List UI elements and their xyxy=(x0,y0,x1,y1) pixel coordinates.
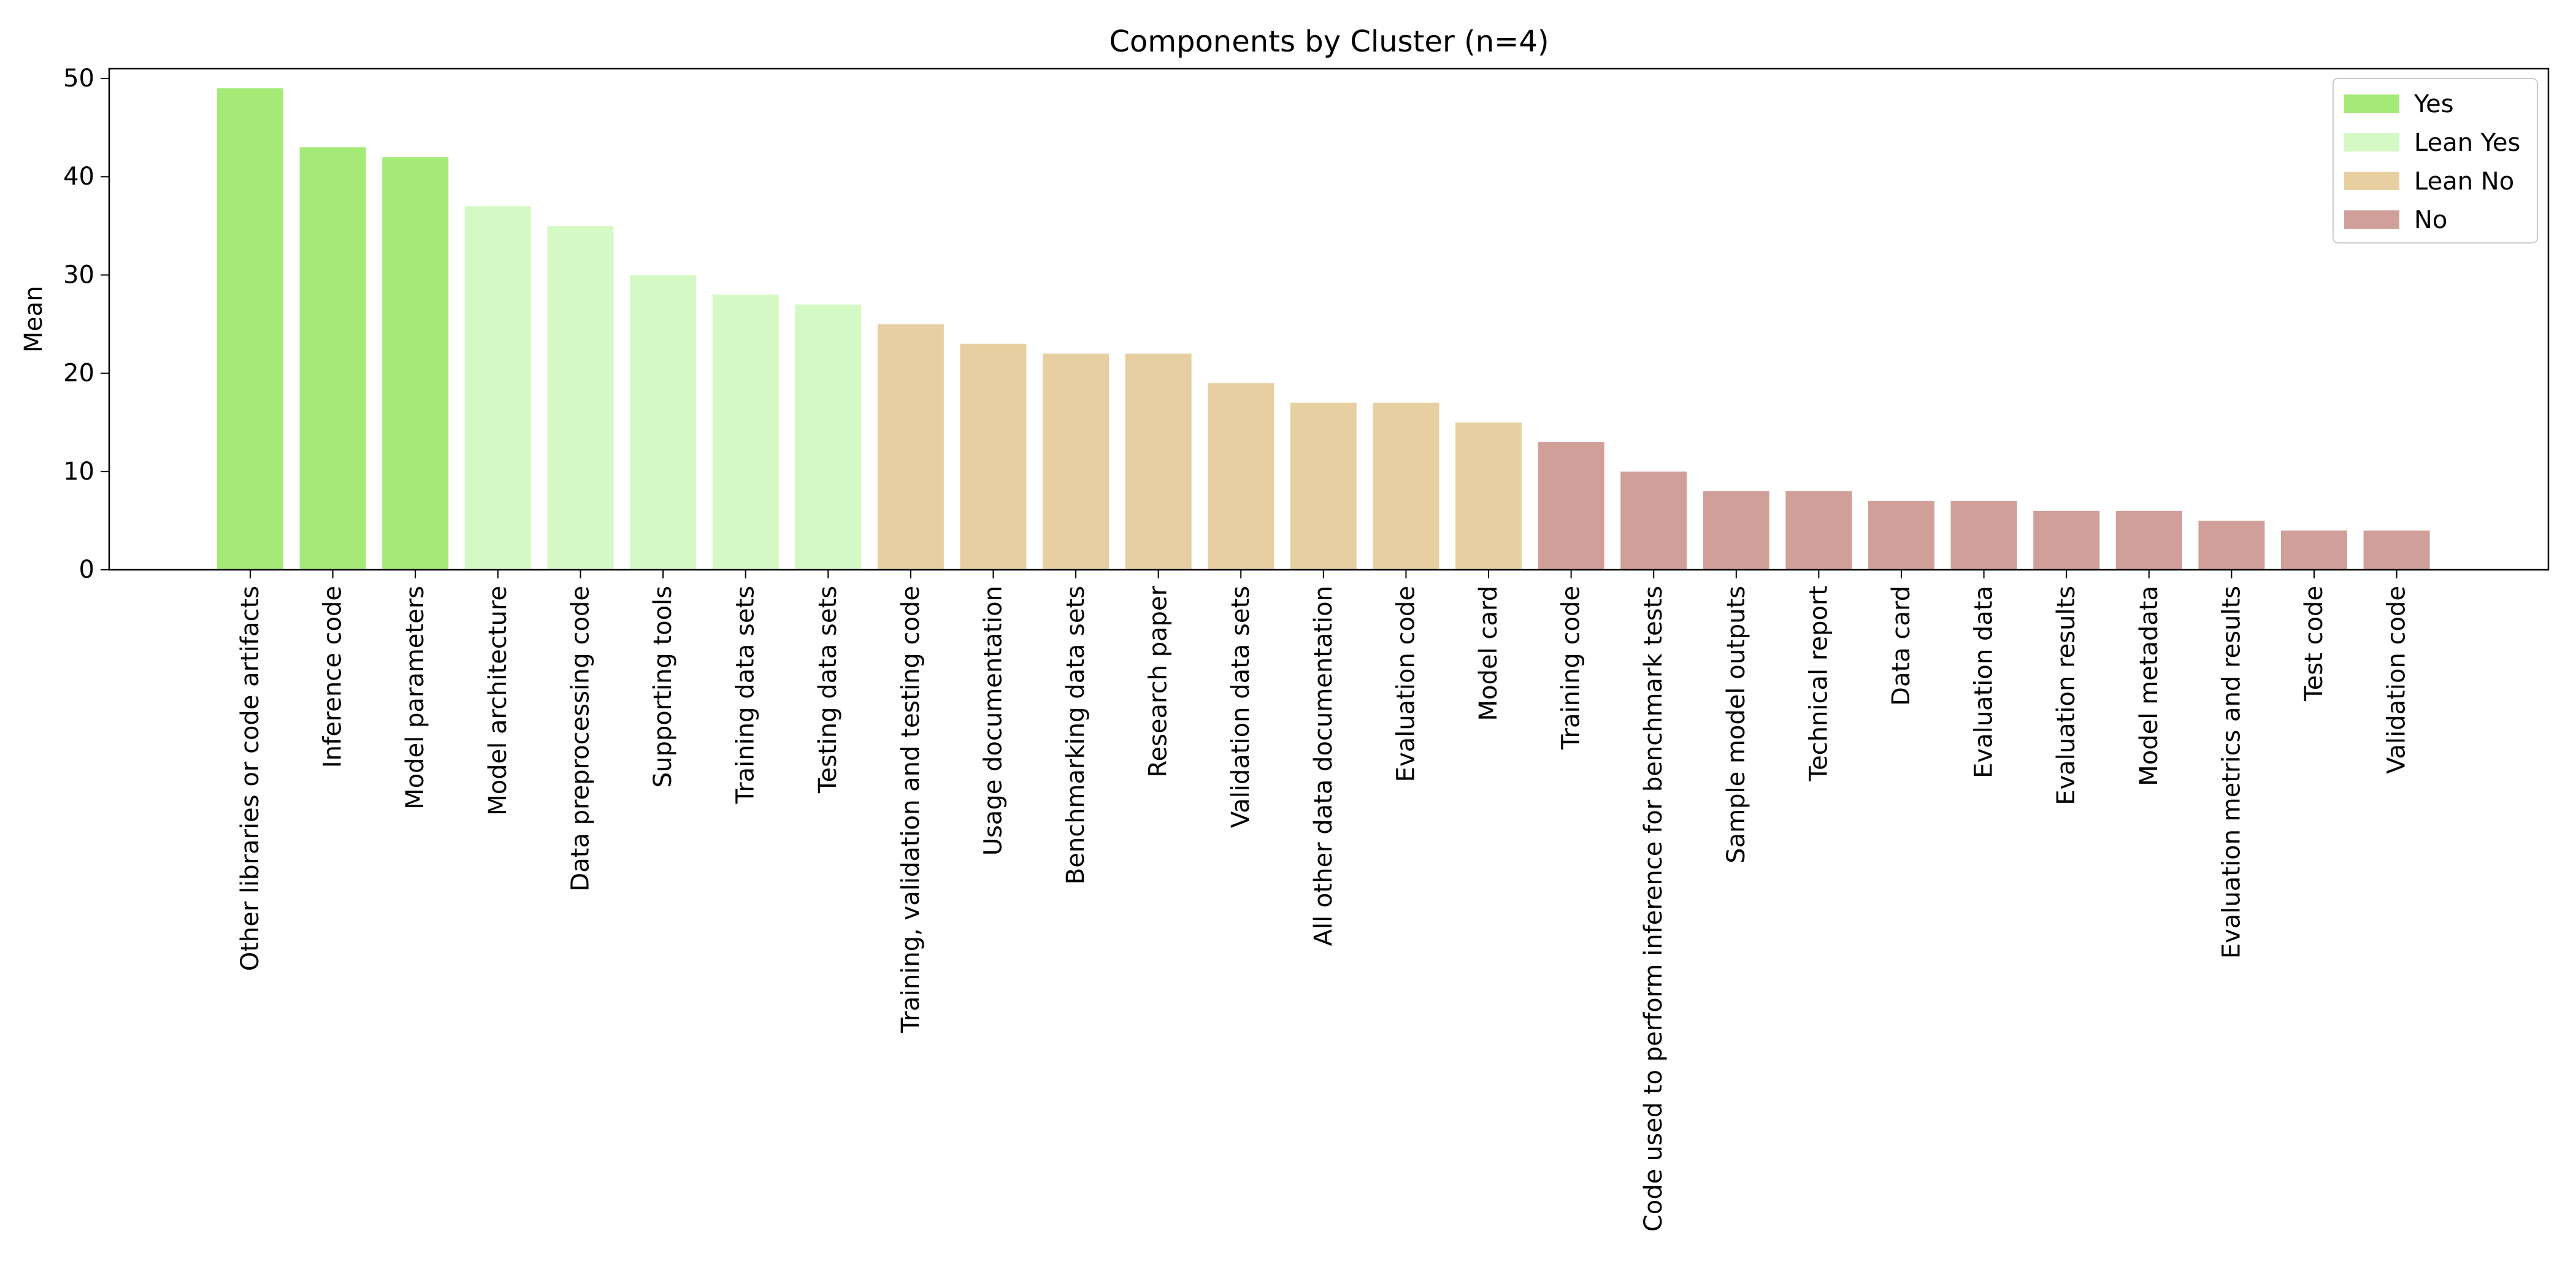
x-tick-label: Benchmarking data sets xyxy=(1062,586,1090,884)
legend-box xyxy=(2333,78,2538,243)
bar-3 xyxy=(382,157,449,570)
bar-9 xyxy=(877,324,944,570)
bar-13 xyxy=(1208,383,1275,570)
bar-23 xyxy=(2033,510,2100,570)
x-tick-label: Technical report xyxy=(1804,586,1833,782)
legend-swatch xyxy=(2344,133,2399,151)
bar-12 xyxy=(1125,353,1192,570)
y-tick-label: 40 xyxy=(63,163,94,191)
bar-18 xyxy=(1620,471,1687,570)
bar-5 xyxy=(547,226,614,570)
bar-1 xyxy=(217,88,283,570)
bar-4 xyxy=(464,206,531,570)
legend: Yes Lean Yes Lean No No xyxy=(2333,78,2538,243)
bar-17 xyxy=(1538,442,1604,570)
bar-15 xyxy=(1373,402,1439,570)
bar-22 xyxy=(1950,500,2017,570)
bar-6 xyxy=(630,275,696,570)
bar-24 xyxy=(2115,510,2182,570)
bar-10 xyxy=(960,343,1027,570)
plot-area: Other libraries or code artifacts Inferen… xyxy=(63,64,2550,1232)
bar-16 xyxy=(1455,422,1522,570)
bar-25 xyxy=(2198,520,2265,570)
x-tick-label: Training, validation and testing code xyxy=(897,586,925,1033)
x-tick-label: Other libraries or code artifacts xyxy=(236,586,264,971)
legend-swatch xyxy=(2344,94,2399,113)
y-axis-label: Mean xyxy=(20,286,48,353)
x-tick-label: Evaluation metrics and results xyxy=(2217,586,2245,959)
x-tick-label: Evaluation data xyxy=(1970,586,1998,778)
x-tick-label: Validation code xyxy=(2383,586,2411,774)
x-tick-label: Supporting tools xyxy=(649,586,677,788)
bar-19 xyxy=(1703,491,1769,570)
bar-2 xyxy=(299,147,366,570)
bar-27 xyxy=(2363,530,2430,570)
bar-7 xyxy=(712,294,779,570)
legend-label: Yes xyxy=(2413,90,2454,118)
x-tick-label: Inference code xyxy=(319,586,347,768)
x-tick-label: Sample model outputs xyxy=(1722,586,1750,864)
x-tick-label: Code used to perform inference for bench… xyxy=(1639,586,1668,1232)
x-tick-label: Evaluation code xyxy=(1392,586,1420,782)
legend-label: No xyxy=(2414,206,2447,234)
legend-swatch xyxy=(2344,210,2399,229)
x-tick-label: Usage documentation xyxy=(979,586,1007,856)
x-tick-label: Model architecture xyxy=(484,586,512,816)
bar-8 xyxy=(795,304,862,570)
bar-11 xyxy=(1043,353,1109,570)
y-tick-label: 10 xyxy=(63,458,94,486)
x-tick-label: All other data documentation xyxy=(1309,586,1338,946)
y-tick-label: 30 xyxy=(63,261,94,289)
chart-title: Components by Cluster (n=4) xyxy=(1109,25,1549,59)
plot-frame xyxy=(108,67,2550,571)
bar-21 xyxy=(1868,500,1934,570)
bar-20 xyxy=(1785,491,1852,570)
x-tick-label: Model metadata xyxy=(2135,586,2163,786)
bar-14 xyxy=(1290,402,1357,570)
x-tick-label: Training data sets xyxy=(732,586,760,804)
x-tick-label: Evaluation results xyxy=(2052,586,2080,805)
legend-swatch xyxy=(2344,172,2399,190)
y-tick-label: 0 xyxy=(79,556,94,584)
y-tick-label: 20 xyxy=(63,359,94,388)
x-tick-label: Testing data sets xyxy=(814,586,842,794)
x-tick-label: Training code xyxy=(1557,586,1585,750)
legend-label: Lean No xyxy=(2414,167,2514,196)
x-tick-label: Model card xyxy=(1474,586,1503,721)
x-tick-label: Research paper xyxy=(1144,585,1173,777)
x-tick-label: Data preprocessing code xyxy=(566,586,594,892)
x-tick-label: Test code xyxy=(2300,586,2328,702)
x-tick-label: Validation data sets xyxy=(1227,586,1255,828)
y-tick-label: 50 xyxy=(63,64,94,93)
legend-label: Lean Yes xyxy=(2414,129,2520,157)
x-tick-label: Data card xyxy=(1887,586,1915,706)
x-tick-label: Model parameters xyxy=(401,586,429,810)
bar-26 xyxy=(2281,530,2347,570)
